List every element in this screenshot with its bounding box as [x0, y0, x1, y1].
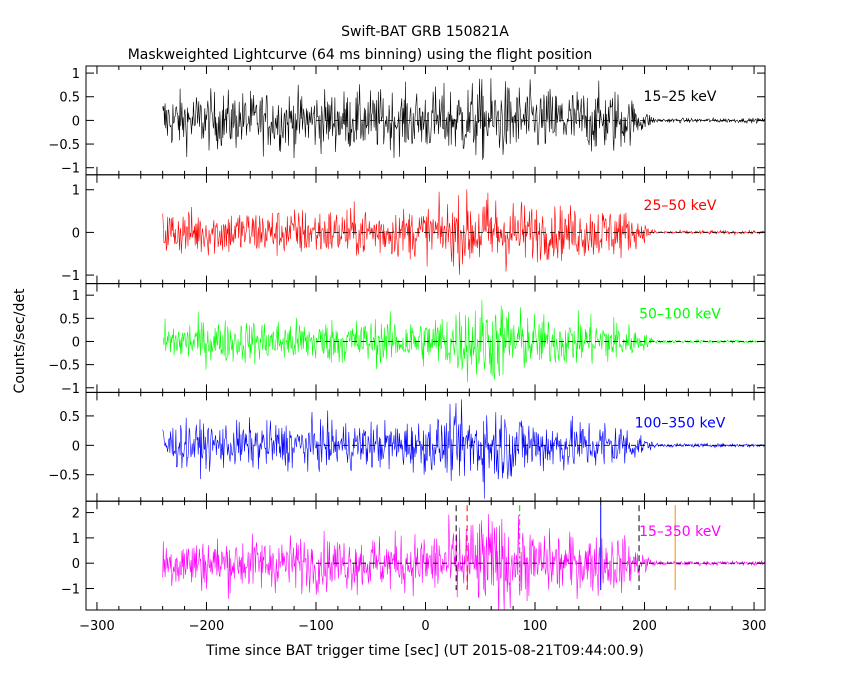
x-tick-label: −100: [298, 619, 334, 634]
y-tick-label: −1: [61, 162, 80, 177]
y-tick-label: 0: [72, 226, 80, 241]
y-tick-label: −0.5: [48, 469, 80, 484]
panel-label: 50–100 keV: [639, 307, 721, 323]
x-tick-label: 0: [421, 619, 429, 634]
chart-subtitle: Maskweighted Lightcurve (64 ms binning) …: [128, 47, 593, 63]
y-tick-label: 0: [72, 439, 80, 454]
x-tick-label: −300: [79, 619, 115, 634]
y-tick-label: −1: [61, 269, 80, 284]
y-axis-label: Counts/sec/det: [12, 288, 28, 393]
y-tick-label: 0: [72, 335, 80, 350]
x-axis-label: Time since BAT trigger time [sec] (UT 20…: [205, 643, 644, 659]
chart-title: Swift-BAT GRB 150821A: [341, 24, 509, 40]
y-tick-label: 0: [72, 557, 80, 572]
panels-group: −1 −0.5 0 0.5 1 15–25 keV −1 0 1 25–50 keV −1 −0.5 0…: [48, 65, 767, 634]
y-tick-label: 0: [72, 114, 80, 129]
panel-label: 15–350 keV: [639, 524, 721, 540]
panel-label: 15–25 keV: [644, 89, 717, 105]
panel-15-25-kev: −1 −0.5 0 0.5 1 15–25 keV: [48, 65, 766, 177]
x-tick-label: 100: [523, 619, 548, 634]
y-tick-label: 0.5: [59, 312, 80, 327]
y-tick-label: 1: [72, 184, 80, 199]
y-tick-label: −1: [61, 382, 80, 397]
y-tick-label: −0.5: [48, 359, 80, 374]
y-tick-label: 2: [72, 507, 80, 522]
panel-25-50-kev: −1 0 1 25–50 keV: [61, 174, 766, 285]
series-line: [162, 399, 765, 499]
y-tick-label: 1: [72, 532, 80, 547]
y-tick-label: 1: [72, 67, 80, 82]
panel-label: 100–350 keV: [635, 415, 726, 431]
y-tick-label: 0.5: [59, 410, 80, 425]
y-tick-label: −1: [61, 582, 80, 597]
series-line: [162, 299, 765, 383]
y-tick-label: 0.5: [59, 91, 80, 106]
series-line: [162, 78, 765, 160]
panel-50-100-kev: −1 −0.5 0 0.5 1 50–100 keV: [48, 283, 766, 397]
x-tick-label: 200: [632, 619, 657, 634]
series-line: [162, 189, 765, 275]
panel-100-350-kev: −0.5 0 0.5 100–350 keV: [48, 391, 766, 502]
x-tick-label: 300: [742, 619, 767, 634]
panel-15-350-kev: −1 0 1 2 15–350 keV: [61, 500, 766, 611]
panel-label: 25–50 keV: [644, 198, 717, 214]
x-tick-label: −200: [189, 619, 225, 634]
y-tick-label: −0.5: [48, 138, 80, 153]
y-tick-label: 1: [72, 289, 80, 304]
series-line: [162, 513, 765, 611]
